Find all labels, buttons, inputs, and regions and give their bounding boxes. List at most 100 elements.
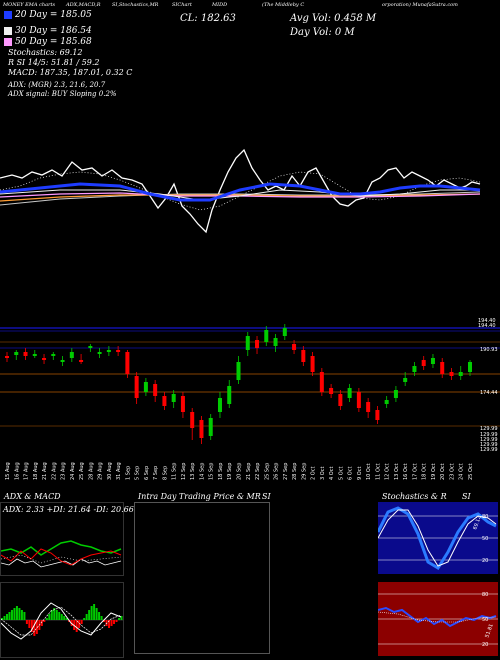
- candle-body: [273, 338, 278, 346]
- candle-body: [134, 376, 139, 398]
- date-label: 31 Aug: [116, 462, 122, 480]
- header-ticker: MIDD: [212, 2, 228, 8]
- macd-histogram-bar: [95, 608, 98, 620]
- date-label: 20 Sep: [237, 463, 243, 480]
- candle-body: [171, 394, 176, 402]
- macd-histogram-bar: [113, 620, 116, 624]
- candle-body: [42, 358, 47, 360]
- stochastics-value: Stochastics: 69.12: [8, 48, 83, 57]
- date-label: 25 Oct: [468, 463, 474, 480]
- date-label: 2 Oct: [311, 467, 317, 480]
- date-label: 16 Aug: [14, 462, 20, 480]
- date-label: 8 Sep: [162, 466, 168, 480]
- price-line: [0, 148, 481, 234]
- macd-histogram-bar: [28, 620, 31, 628]
- candle-body: [116, 350, 121, 352]
- macd-histogram-bar: [63, 616, 66, 620]
- candle-body: [403, 378, 408, 382]
- date-label: 24 Oct: [459, 463, 465, 480]
- macd-histogram-bar: [43, 620, 46, 622]
- candle-body: [412, 366, 417, 372]
- macd-histogram-bar: [90, 606, 93, 620]
- macd-histogram-bar: [18, 608, 21, 620]
- candle-body: [468, 362, 472, 372]
- date-label: 22 Aug: [51, 462, 57, 480]
- date-label: 28 Aug: [88, 462, 94, 480]
- header-company-2: orporation) MunafaSutra.com: [382, 2, 458, 8]
- rsi-svg: 80 50 20 51.81: [378, 592, 498, 648]
- date-label: 19 Sep: [227, 463, 233, 480]
- date-label: 17 Aug: [24, 462, 30, 480]
- adx-line: [1, 558, 122, 568]
- candle-body: [88, 346, 93, 348]
- macd-histogram-bar: [48, 614, 51, 620]
- date-label: 13 Sep: [190, 463, 196, 480]
- macd-histogram-bar: [115, 620, 118, 622]
- macd-histogram-bar: [3, 616, 6, 620]
- candle-body: [32, 354, 37, 356]
- macd-signal-line: [1, 606, 122, 636]
- date-label: 4 Oct: [329, 467, 335, 480]
- candle-body: [97, 352, 102, 354]
- macd-histogram-bar: [118, 618, 121, 620]
- minus-di-line: [1, 548, 122, 566]
- rsi-line: [378, 606, 497, 628]
- macd-histogram-bar: [33, 620, 36, 636]
- date-label: 9 Oct: [357, 467, 363, 480]
- date-label: 18 Oct: [422, 463, 428, 480]
- close-price: CL: 182.63: [180, 13, 236, 24]
- macd-histogram-bar: [25, 620, 28, 624]
- header-title-left: MONEY EMA charts: [3, 2, 56, 8]
- date-label: 3 Oct: [320, 467, 326, 480]
- price-axis-label: 129.99: [480, 426, 498, 432]
- header-company-1: (The Middleby C: [262, 2, 305, 8]
- date-label: 1 Sep: [125, 466, 131, 480]
- macd-histogram-bar: [35, 620, 38, 634]
- date-label: 16 Oct: [403, 463, 409, 480]
- rsi-signal: [378, 611, 497, 623]
- date-label: 23 Aug: [61, 462, 67, 480]
- date-label: 21 Sep: [246, 463, 252, 480]
- stochastics-title: Stochastics & R: [382, 492, 447, 501]
- candle-body: [292, 344, 297, 350]
- stoch-tick-50: 50: [482, 536, 488, 542]
- rsi-tick-50: 50: [482, 617, 488, 623]
- macd-histogram-bar: [1, 618, 3, 620]
- candle-body: [430, 358, 435, 364]
- macd-histogram-bar: [15, 606, 18, 620]
- adx-svg: [1, 540, 122, 568]
- macd-histogram-bar: [80, 620, 83, 624]
- rsi-value: R SI 14/5: 51.81 / 59.2: [8, 58, 100, 67]
- candle-body: [375, 410, 380, 420]
- date-label: 15 Sep: [209, 463, 215, 480]
- price-axis-label: 129.99: [480, 437, 498, 443]
- stoch-k-line: [378, 506, 497, 571]
- stochastics-title-suffix: SI: [462, 492, 471, 501]
- date-label: 29 Sep: [301, 463, 307, 480]
- intraday-title: Intra Day Trading Price & MR: [138, 492, 261, 501]
- price-axis-label: 129.99: [480, 447, 498, 453]
- macd-histogram-bar: [93, 604, 96, 620]
- date-label: 13 Oct: [394, 463, 400, 480]
- macd-histogram-bar: [8, 612, 11, 620]
- macd-histogram-bar: [40, 620, 43, 626]
- ema30-swatch: [4, 26, 12, 35]
- candle-body: [329, 388, 334, 394]
- date-label: 6 Sep: [144, 466, 150, 480]
- candle-body: [236, 362, 241, 380]
- price-axis-label: 190.93: [480, 347, 498, 353]
- candle-body: [162, 396, 167, 406]
- candle-body: [282, 328, 287, 336]
- date-label: 6 Oct: [348, 467, 354, 480]
- macd-histogram-bar: [58, 612, 61, 620]
- macd-histogram-bar: [65, 618, 68, 620]
- candle-body: [245, 336, 250, 350]
- candle-body: [79, 360, 84, 362]
- price-axis-label: 174.44: [480, 390, 498, 396]
- price-axis-label: 129.99: [480, 442, 498, 448]
- candle-body: [255, 340, 260, 348]
- adx-values: ADX: 2.33 +DI: 21.64 -DI: 20.66: [3, 505, 134, 514]
- rsi-panel: 80 50 20 51.81: [378, 582, 498, 656]
- macd-svg: [1, 602, 123, 640]
- date-label: 25 Aug: [79, 462, 85, 480]
